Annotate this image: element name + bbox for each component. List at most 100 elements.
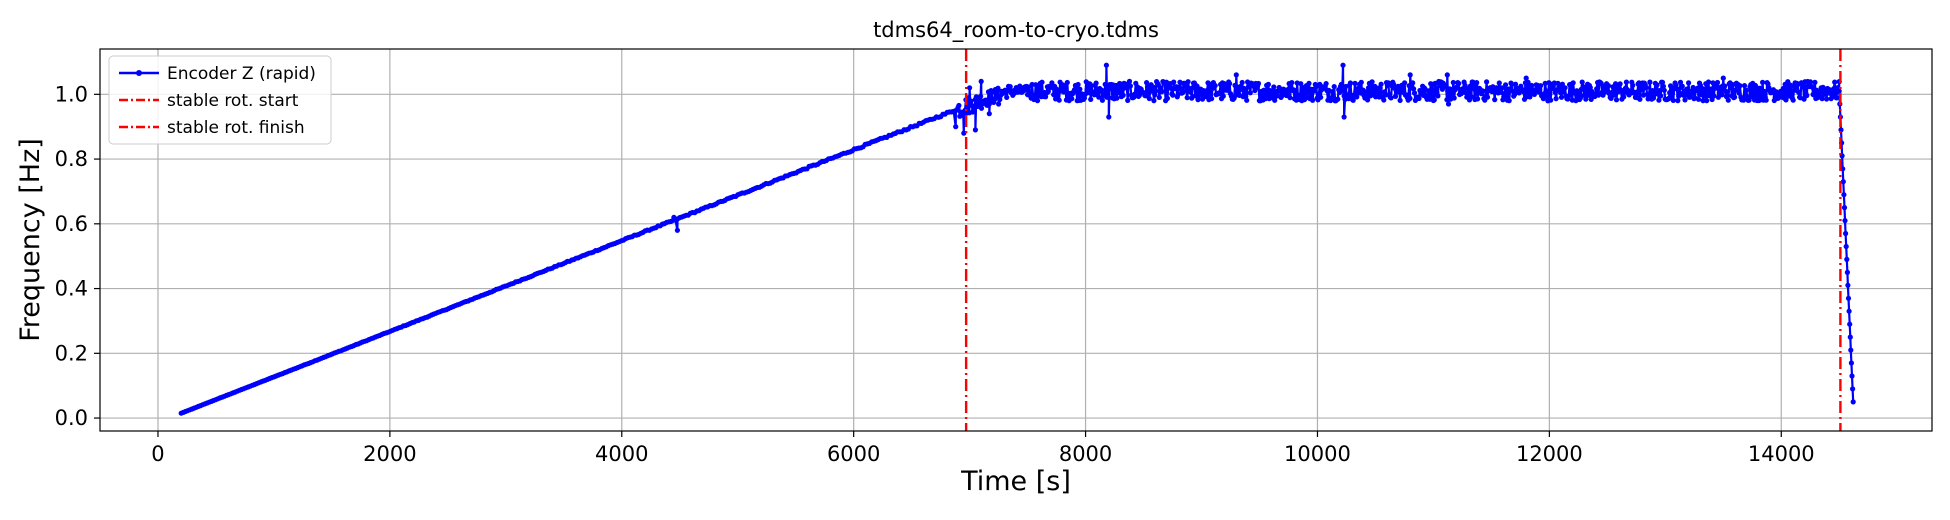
data-point bbox=[1153, 88, 1159, 94]
data-point bbox=[1388, 95, 1394, 101]
data-point bbox=[1318, 94, 1324, 100]
data-point bbox=[1108, 85, 1114, 92]
data-point bbox=[1474, 80, 1480, 86]
data-point bbox=[1850, 399, 1856, 405]
data-point bbox=[1687, 93, 1693, 99]
data-point bbox=[1407, 72, 1413, 78]
data-point bbox=[1647, 79, 1653, 85]
data-point bbox=[1341, 114, 1347, 120]
data-point bbox=[1843, 230, 1849, 237]
data-point bbox=[1736, 90, 1742, 96]
data-point bbox=[956, 102, 962, 109]
data-point bbox=[967, 85, 973, 91]
data-point bbox=[1356, 85, 1362, 91]
data-point bbox=[1150, 84, 1156, 90]
data-point bbox=[1435, 93, 1441, 99]
data-point bbox=[1661, 87, 1667, 93]
data-point bbox=[1146, 95, 1152, 102]
data-point bbox=[1553, 96, 1559, 102]
data-point bbox=[1848, 347, 1854, 353]
data-point bbox=[1220, 93, 1226, 99]
data-point bbox=[1654, 82, 1660, 88]
data-point bbox=[1670, 97, 1676, 103]
data-point bbox=[1529, 82, 1535, 89]
data-point bbox=[1657, 88, 1663, 94]
data-point bbox=[1034, 98, 1041, 104]
data-point bbox=[1126, 78, 1133, 84]
x-tick-label: 10000 bbox=[1284, 442, 1351, 466]
data-point bbox=[1247, 90, 1253, 96]
data-point bbox=[1643, 85, 1649, 91]
data-point bbox=[1451, 95, 1457, 101]
y-tick-label: 0.4 bbox=[55, 277, 88, 301]
data-point bbox=[1407, 95, 1413, 101]
data-point bbox=[1098, 87, 1105, 93]
data-point bbox=[1570, 80, 1576, 86]
x-axis-label: Time [s] bbox=[960, 466, 1071, 497]
data-point bbox=[1658, 93, 1664, 99]
data-point bbox=[1702, 93, 1708, 99]
data-point bbox=[1195, 97, 1201, 103]
y-tick-label: 0.2 bbox=[55, 341, 88, 365]
y-tick-label: 1.0 bbox=[55, 82, 88, 106]
data-point bbox=[1496, 80, 1502, 86]
data-point bbox=[1093, 80, 1099, 86]
data-point bbox=[1310, 97, 1316, 103]
data-point bbox=[1659, 79, 1666, 85]
data-point bbox=[1761, 88, 1767, 95]
data-point bbox=[1503, 82, 1509, 88]
data-point bbox=[1841, 192, 1847, 198]
data-point bbox=[1456, 80, 1462, 87]
data-point bbox=[1801, 96, 1807, 102]
x-tick-label: 14000 bbox=[1748, 442, 1815, 466]
legend-marker-encoder-z bbox=[136, 70, 142, 76]
data-point bbox=[1724, 89, 1730, 95]
data-point bbox=[1233, 72, 1239, 78]
legend-box bbox=[108, 55, 332, 145]
data-point bbox=[1331, 84, 1337, 90]
data-point bbox=[1171, 79, 1177, 85]
data-point bbox=[1682, 97, 1688, 103]
data-point bbox=[1547, 91, 1553, 97]
data-point bbox=[978, 93, 984, 99]
data-point bbox=[1700, 98, 1706, 104]
data-point bbox=[1244, 97, 1250, 103]
data-point bbox=[1340, 62, 1346, 68]
data-point bbox=[1144, 80, 1150, 86]
data-point bbox=[1581, 92, 1587, 98]
data-point bbox=[1106, 114, 1112, 120]
data-point bbox=[1480, 88, 1486, 94]
data-point bbox=[995, 85, 1001, 91]
data-point bbox=[1732, 87, 1739, 93]
data-point bbox=[1780, 85, 1786, 92]
data-point bbox=[1394, 89, 1400, 95]
x-tick-label: 12000 bbox=[1516, 442, 1583, 466]
x-tick-label: 6000 bbox=[827, 442, 880, 466]
data-point bbox=[986, 111, 992, 117]
data-point bbox=[1145, 91, 1151, 97]
x-tick-label: 4000 bbox=[595, 442, 648, 466]
data-point bbox=[1104, 94, 1110, 100]
data-point bbox=[1484, 79, 1490, 85]
data-point bbox=[1844, 256, 1850, 262]
data-point bbox=[1242, 88, 1248, 95]
data-point bbox=[978, 78, 984, 84]
data-point bbox=[1117, 86, 1124, 92]
data-point bbox=[1411, 86, 1417, 92]
data-point bbox=[1667, 90, 1673, 96]
data-point bbox=[1719, 92, 1725, 98]
data-point bbox=[1499, 85, 1505, 91]
data-point bbox=[1675, 98, 1681, 104]
data-point bbox=[1840, 179, 1846, 185]
data-point bbox=[1311, 88, 1317, 94]
data-point bbox=[1584, 87, 1590, 93]
data-point bbox=[1819, 96, 1825, 102]
data-point bbox=[1559, 81, 1565, 87]
data-point bbox=[986, 101, 992, 107]
data-point bbox=[1558, 94, 1565, 100]
data-point bbox=[1335, 96, 1341, 102]
data-point bbox=[1156, 94, 1162, 100]
data-point bbox=[1261, 87, 1267, 93]
data-point bbox=[1443, 82, 1449, 89]
data-point bbox=[1832, 79, 1838, 85]
